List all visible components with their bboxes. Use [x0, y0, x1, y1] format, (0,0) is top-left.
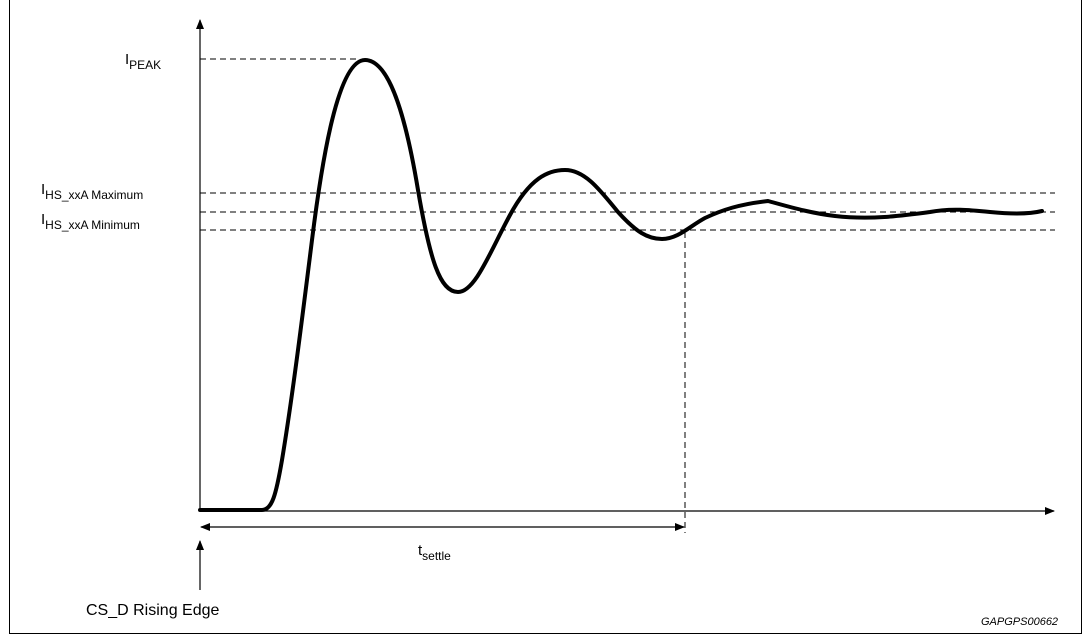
trigger-caption: CS_D Rising Edge: [86, 602, 220, 619]
t-settle-label: tsettle: [418, 542, 451, 563]
i-peak-label: IPEAK: [125, 51, 161, 72]
figure-id: GAPGPS00662: [981, 616, 1058, 628]
current-waveform-curve: [198, 58, 1044, 512]
i-min-label: IHS_xxA Minimum: [41, 211, 140, 232]
diagram-frame: [9, 0, 1082, 634]
i-max-label: IHS_xxA Maximum: [41, 181, 143, 202]
